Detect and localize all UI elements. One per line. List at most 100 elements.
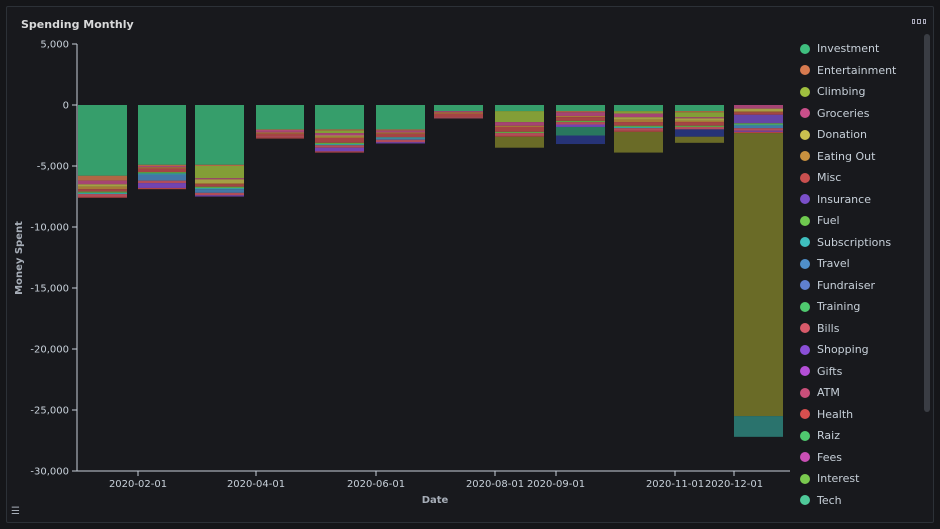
bar-segment[interactable]: [138, 172, 186, 174]
legend-item[interactable]: Interest: [800, 468, 920, 490]
bar-segment[interactable]: [138, 168, 186, 173]
bar-segment[interactable]: [556, 122, 605, 125]
panel-menu-icon[interactable]: [912, 19, 926, 25]
bar-segment[interactable]: [495, 136, 544, 148]
legend-item[interactable]: Subscriptions: [800, 232, 920, 254]
bar-segment[interactable]: [138, 187, 186, 190]
bar-segment[interactable]: [315, 147, 364, 152]
bar-segment[interactable]: [734, 131, 783, 134]
legend-toggle-icon[interactable]: ☰: [11, 506, 20, 517]
legend-item[interactable]: Travel: [800, 253, 920, 275]
bar-segment[interactable]: [734, 128, 783, 131]
bar-segment[interactable]: [434, 117, 483, 119]
bar-segment[interactable]: [556, 112, 605, 116]
bar-segment[interactable]: [138, 167, 186, 169]
legend-item[interactable]: Tech: [800, 490, 920, 512]
bar-segment[interactable]: [734, 112, 783, 115]
bar-segment[interactable]: [195, 192, 244, 196]
legend-item[interactable]: Entertainment: [800, 60, 920, 82]
bar-segment[interactable]: [734, 105, 783, 109]
legend-item[interactable]: Insurance: [800, 189, 920, 211]
legend-item[interactable]: Groceries: [800, 103, 920, 125]
bar-segment[interactable]: [256, 132, 304, 134]
bar-segment[interactable]: [376, 129, 425, 131]
bar-segment[interactable]: [495, 111, 544, 123]
bar-segment[interactable]: [734, 111, 783, 113]
bar-segment[interactable]: [376, 105, 425, 130]
bar-segment[interactable]: [195, 164, 244, 166]
bar-segment[interactable]: [256, 105, 304, 130]
bar-segment[interactable]: [675, 112, 724, 118]
bar-segment[interactable]: [138, 174, 186, 181]
bar-segment[interactable]: [614, 113, 663, 118]
bar-segment[interactable]: [614, 131, 663, 153]
bar-segment[interactable]: [495, 105, 544, 112]
bar-segment[interactable]: [315, 136, 364, 138]
bar-segment[interactable]: [315, 137, 364, 143]
bar-segment[interactable]: [195, 183, 244, 185]
bar-segment[interactable]: [256, 136, 304, 138]
bar-segment[interactable]: [376, 142, 425, 144]
bar-segment[interactable]: [195, 166, 244, 179]
bar-segment[interactable]: [78, 175, 127, 181]
bar-segment[interactable]: [195, 195, 244, 197]
bar-segment[interactable]: [195, 186, 244, 188]
bar-segment[interactable]: [434, 112, 483, 114]
bar-segment[interactable]: [138, 173, 186, 175]
bar-segment[interactable]: [675, 105, 724, 112]
bar-segment[interactable]: [675, 120, 724, 123]
bar-segment[interactable]: [315, 105, 364, 130]
bar-segment[interactable]: [614, 128, 663, 131]
bar-segment[interactable]: [556, 135, 605, 145]
bar-segment[interactable]: [734, 123, 783, 125]
bar-segment[interactable]: [78, 191, 127, 193]
bar-segment[interactable]: [138, 183, 186, 188]
bar-segment[interactable]: [434, 105, 483, 112]
bar-segment[interactable]: [734, 133, 783, 417]
bar-segment[interactable]: [78, 105, 127, 176]
legend-item[interactable]: ATM: [800, 382, 920, 404]
bar-segment[interactable]: [614, 111, 663, 114]
legend-item[interactable]: Fundraiser: [800, 275, 920, 297]
bar-segment[interactable]: [195, 189, 244, 193]
bar-segment[interactable]: [675, 125, 724, 127]
bar-segment[interactable]: [376, 139, 425, 143]
bar-segment[interactable]: [495, 125, 544, 127]
legend-item[interactable]: Health: [800, 404, 920, 426]
legend-item[interactable]: Fees: [800, 447, 920, 469]
bar-segment[interactable]: [675, 111, 724, 113]
bar-segment[interactable]: [138, 105, 186, 165]
bar-segment[interactable]: [315, 133, 364, 136]
legend-item[interactable]: Shopping: [800, 339, 920, 361]
legend-item[interactable]: Gifts: [800, 361, 920, 383]
legend-item[interactable]: Bike/C...: [800, 511, 920, 516]
bar-segment[interactable]: [614, 105, 663, 112]
legend-item[interactable]: Climbing: [800, 81, 920, 103]
bar-segment[interactable]: [614, 125, 663, 127]
legend-item[interactable]: Bills: [800, 318, 920, 340]
bar-segment[interactable]: [195, 105, 244, 165]
legend-item[interactable]: Misc: [800, 167, 920, 189]
bar-segment[interactable]: [78, 192, 127, 195]
bar-segment[interactable]: [138, 166, 186, 168]
bar-segment[interactable]: [256, 137, 304, 139]
bar-segment[interactable]: [256, 130, 304, 133]
bar-segment[interactable]: [495, 135, 544, 137]
bar-segment[interactable]: [315, 142, 364, 145]
bar-segment[interactable]: [614, 117, 663, 120]
bar-segment[interactable]: [78, 196, 127, 198]
bar-segment[interactable]: [556, 105, 605, 112]
bar-segment[interactable]: [315, 151, 364, 153]
bar-segment[interactable]: [556, 117, 605, 121]
bar-segment[interactable]: [675, 136, 724, 143]
bar-segment[interactable]: [614, 126, 663, 129]
legend-item[interactable]: Raiz: [800, 425, 920, 447]
legend-item[interactable]: Investment: [800, 38, 920, 60]
bar-segment[interactable]: [734, 130, 783, 132]
bar-segment[interactable]: [315, 130, 364, 134]
bar-segment[interactable]: [256, 133, 304, 137]
bar-segment[interactable]: [495, 131, 544, 134]
bar-segment[interactable]: [675, 126, 724, 130]
bar-segment[interactable]: [195, 178, 244, 180]
bar-segment[interactable]: [556, 124, 605, 127]
